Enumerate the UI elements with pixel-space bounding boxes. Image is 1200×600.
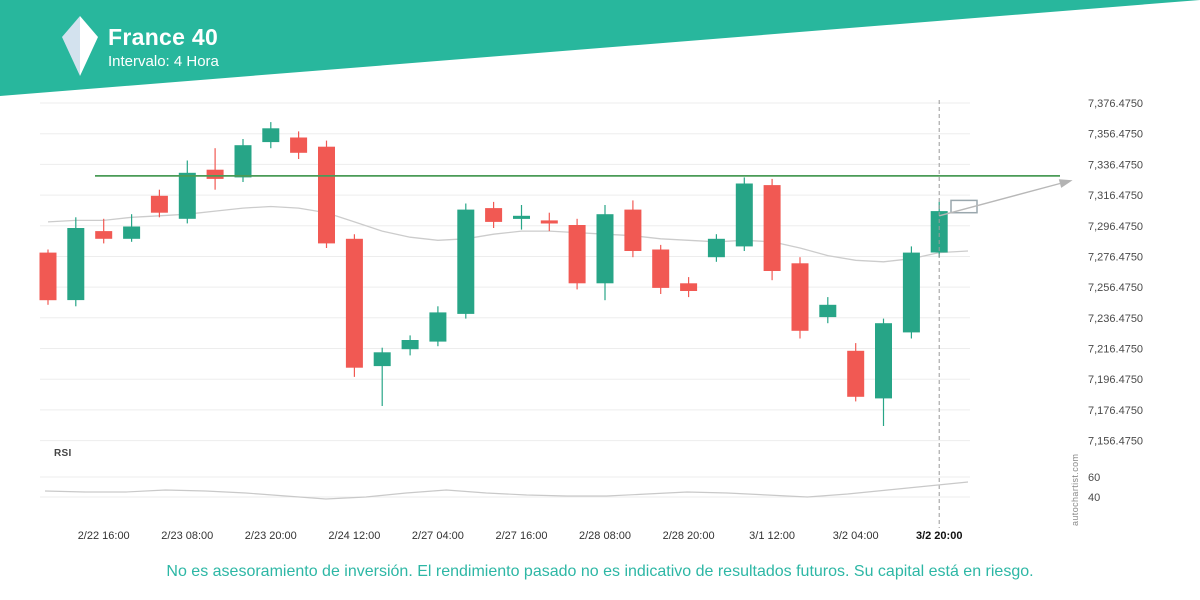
price-axis-label: 7,216.4750 <box>1088 344 1143 356</box>
price-axis-label: 7,176.4750 <box>1088 405 1143 417</box>
candle <box>735 183 753 247</box>
price-axis-label: 7,376.4750 <box>1088 98 1143 110</box>
time-axis-label: 2/24 12:00 <box>328 530 380 542</box>
candle <box>875 323 892 399</box>
candle <box>680 283 698 291</box>
candle <box>624 209 642 251</box>
moving-average-line <box>47 205 969 263</box>
candle <box>513 215 530 219</box>
candle <box>763 185 781 271</box>
autochartist-logo-icon <box>62 16 98 76</box>
candle <box>485 208 503 222</box>
candle <box>596 214 614 284</box>
candle <box>540 220 558 224</box>
time-axis-label: 2/23 20:00 <box>245 530 297 542</box>
risk-disclaimer: No es asesoramiento de inversión. El ren… <box>166 563 1034 580</box>
candle <box>847 350 865 397</box>
time-axis-label: 2/27 16:00 <box>496 530 548 542</box>
candle <box>262 128 280 143</box>
price-axis-label: 7,356.4750 <box>1088 129 1143 141</box>
candle <box>290 137 308 153</box>
candle <box>791 263 809 331</box>
forecast-candle-box <box>950 199 978 214</box>
candle <box>178 172 196 219</box>
price-axis-label: 7,236.4750 <box>1088 313 1143 325</box>
rsi-axis-label: 60 <box>1088 472 1100 484</box>
forecast-arrowhead-icon <box>1058 179 1073 188</box>
price-axis-label: 7,156.4750 <box>1088 436 1143 448</box>
candle <box>39 252 57 301</box>
candle <box>150 195 168 213</box>
candle <box>457 209 475 314</box>
interval-subtitle: Intervalo: 4 Hora <box>108 53 219 70</box>
candle <box>234 145 252 178</box>
candle <box>902 252 920 333</box>
time-axis-label: 2/22 16:00 <box>78 530 130 542</box>
time-axis-label: 2/23 08:00 <box>161 530 213 542</box>
price-axis-label: 7,256.4750 <box>1088 282 1143 294</box>
candle <box>568 225 586 284</box>
time-axis-label: 3/2 20:00 <box>916 530 962 542</box>
candle <box>819 304 837 318</box>
time-axis-label: 3/2 04:00 <box>833 530 879 542</box>
candle <box>652 249 670 288</box>
candle <box>373 352 391 367</box>
rsi-panel-label: RSI <box>54 448 72 459</box>
candle <box>401 340 419 350</box>
candle <box>206 169 224 179</box>
candle <box>930 211 948 253</box>
price-axis-label: 7,276.4750 <box>1088 252 1143 264</box>
forecast-line <box>939 182 1061 217</box>
instrument-title: France 40 <box>108 24 219 50</box>
candle <box>123 226 141 239</box>
candle <box>95 231 113 239</box>
time-axis-label: 3/1 12:00 <box>749 530 795 542</box>
price-axis-label: 7,336.4750 <box>1088 159 1143 171</box>
candle <box>707 238 725 258</box>
time-axis-label: 2/27 04:00 <box>412 530 464 542</box>
time-axis-label: 2/28 20:00 <box>663 530 715 542</box>
candle <box>345 238 363 368</box>
rsi-axis-label: 40 <box>1088 492 1100 504</box>
price-axis-label: 7,316.4750 <box>1088 190 1143 202</box>
price-axis-label: 7,296.4750 <box>1088 221 1143 233</box>
watermark-text: autochartist.com <box>1070 453 1080 526</box>
candle <box>318 146 335 244</box>
candle <box>429 312 447 342</box>
price-axis-label: 7,196.4750 <box>1088 374 1143 386</box>
time-axis-label: 2/28 08:00 <box>579 530 631 542</box>
candle <box>67 228 85 301</box>
rsi-line <box>44 481 969 500</box>
